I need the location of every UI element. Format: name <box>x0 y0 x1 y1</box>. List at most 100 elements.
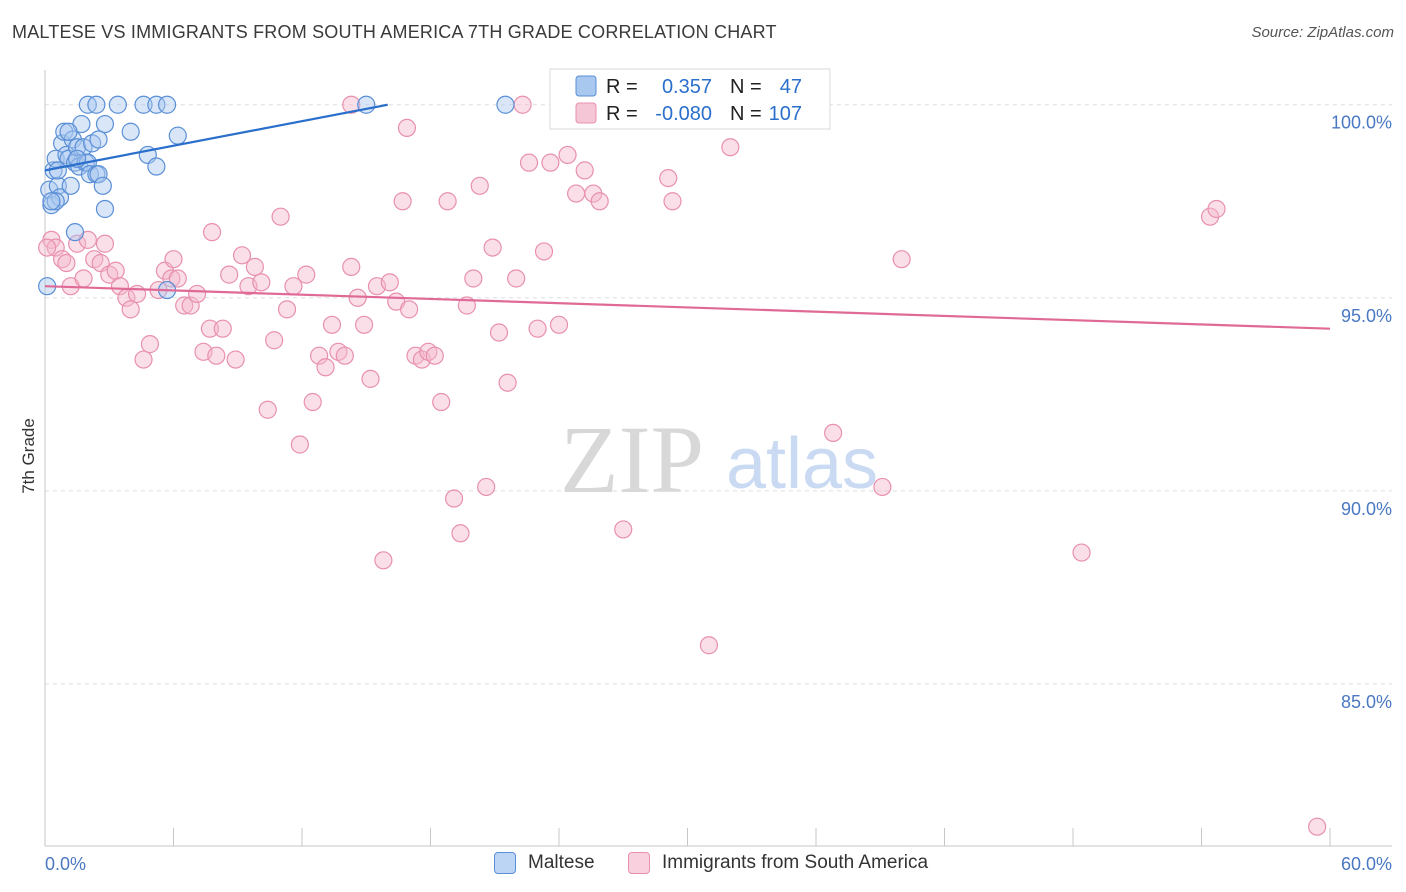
point-immigrants <box>614 520 633 539</box>
point-immigrants <box>74 269 93 288</box>
point-immigrants <box>258 400 277 419</box>
trendline-immigrants <box>44 285 1331 330</box>
point-immigrants <box>380 273 399 292</box>
point-immigrants <box>213 319 232 338</box>
point-immigrants <box>1207 199 1226 219</box>
point-maltese <box>147 95 166 114</box>
point-maltese <box>157 95 177 114</box>
point-maltese <box>121 122 140 141</box>
point-maltese <box>53 134 72 153</box>
point-immigrants <box>271 207 290 226</box>
point-immigrants <box>699 636 719 655</box>
point-immigrants <box>220 265 239 284</box>
point-immigrants <box>335 346 354 365</box>
point-immigrants <box>489 323 509 342</box>
point-immigrants <box>140 335 160 354</box>
point-immigrants <box>507 269 526 288</box>
point-immigrants <box>483 238 502 257</box>
point-maltese <box>168 126 187 145</box>
point-immigrants <box>355 315 374 334</box>
point-immigrants <box>549 315 569 334</box>
stats-r-label-blue: R = <box>606 76 638 98</box>
point-immigrants <box>824 423 843 443</box>
point-immigrants <box>513 95 532 114</box>
point-immigrants <box>265 331 284 350</box>
point-immigrants <box>245 257 264 276</box>
point-immigrants <box>164 250 183 269</box>
point-immigrants <box>659 168 678 188</box>
point-immigrants <box>290 435 309 454</box>
point-immigrants <box>575 161 594 180</box>
x-axis-ticks <box>173 828 1331 846</box>
point-immigrants <box>95 234 115 253</box>
point-immigrants <box>202 223 222 242</box>
legend-swatch-immigrants <box>628 852 650 874</box>
y-tick-label: 90.0% <box>1341 499 1392 519</box>
legend-item-maltese[interactable]: Maltese <box>494 852 595 874</box>
point-immigrants <box>438 192 457 211</box>
point-maltese <box>61 176 80 195</box>
legend-swatch-maltese <box>494 852 516 874</box>
point-immigrants <box>528 319 547 338</box>
point-immigrants <box>541 153 560 172</box>
legend-label-immigrants: Immigrants from South America <box>662 852 929 873</box>
point-immigrants <box>892 250 911 269</box>
point-immigrants <box>534 242 554 261</box>
y-axis-tick-labels: 85.0% 90.0% 95.0% 100.0% <box>1331 113 1392 712</box>
point-immigrants <box>68 234 87 253</box>
point-immigrants <box>873 477 892 497</box>
point-immigrants <box>1072 543 1091 562</box>
point-maltese <box>89 165 108 184</box>
point-immigrants <box>226 350 245 369</box>
point-maltese <box>108 95 127 114</box>
watermark-atlas: atlas <box>726 424 878 504</box>
point-immigrants <box>361 369 380 388</box>
point-immigrants <box>106 261 125 280</box>
point-maltese <box>48 176 67 195</box>
trendline-maltese <box>44 103 388 172</box>
point-immigrants <box>207 346 226 365</box>
x-tick-label-max: 60.0% <box>1341 854 1392 874</box>
series-immigrants-points <box>38 95 1327 836</box>
point-immigrants <box>252 273 271 292</box>
y-tick-label: 85.0% <box>1341 692 1392 712</box>
y-tick-label: 100.0% <box>1331 113 1392 133</box>
stats-r-value-pink: -0.080 <box>655 103 712 125</box>
point-immigrants <box>322 315 342 334</box>
point-immigrants <box>519 153 539 172</box>
y-axis-title: 7th Grade <box>19 418 38 494</box>
point-immigrants <box>498 373 517 392</box>
point-maltese <box>65 223 85 242</box>
bottom-legend: Maltese Immigrants from South America <box>0 852 1406 880</box>
point-immigrants <box>162 269 181 288</box>
stats-legend-swatch-blue <box>575 75 597 97</box>
point-immigrants <box>110 277 130 296</box>
gridlines <box>45 104 1392 685</box>
point-immigrants <box>444 489 464 508</box>
point-maltese <box>93 176 112 195</box>
point-immigrants <box>297 265 316 284</box>
point-maltese <box>89 130 108 149</box>
stats-n-value-blue: 47 <box>780 76 802 98</box>
point-immigrants <box>277 300 297 319</box>
point-immigrants <box>393 192 412 211</box>
point-immigrants <box>663 192 682 211</box>
point-immigrants <box>342 257 361 276</box>
y-tick-label: 95.0% <box>1341 306 1392 326</box>
point-immigrants <box>187 284 207 304</box>
point-immigrants <box>303 392 322 412</box>
watermark-zip: ZIP <box>560 406 704 513</box>
legend-label-maltese: Maltese <box>528 852 595 873</box>
point-immigrants <box>1308 817 1327 836</box>
x-tick-label-min: 0.0% <box>45 854 86 874</box>
point-immigrants <box>374 551 393 570</box>
source-attribution: Source: ZipAtlas.com <box>1251 24 1394 41</box>
point-immigrants <box>432 392 451 412</box>
point-maltese <box>46 192 65 211</box>
point-immigrants <box>168 269 187 288</box>
legend-item-immigrants[interactable]: Immigrants from South America <box>628 852 928 874</box>
point-immigrants <box>558 145 577 165</box>
point-immigrants <box>342 95 361 114</box>
point-immigrants <box>590 192 609 211</box>
